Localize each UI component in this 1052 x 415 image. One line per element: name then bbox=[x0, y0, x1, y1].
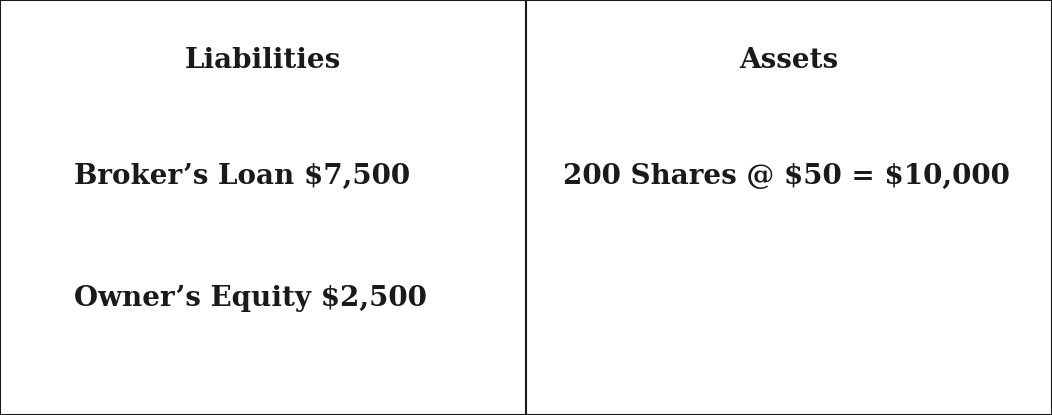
Text: Owner’s Equity \$2,500: Owner’s Equity \$2,500 bbox=[74, 285, 426, 312]
Text: Broker’s Loan \$7,500: Broker’s Loan \$7,500 bbox=[74, 163, 410, 190]
Text: Liabilities: Liabilities bbox=[185, 46, 341, 74]
Text: Assets: Assets bbox=[740, 46, 838, 74]
Text: 200 Shares @ \$50 = \$10,000: 200 Shares @ \$50 = \$10,000 bbox=[563, 163, 1010, 190]
